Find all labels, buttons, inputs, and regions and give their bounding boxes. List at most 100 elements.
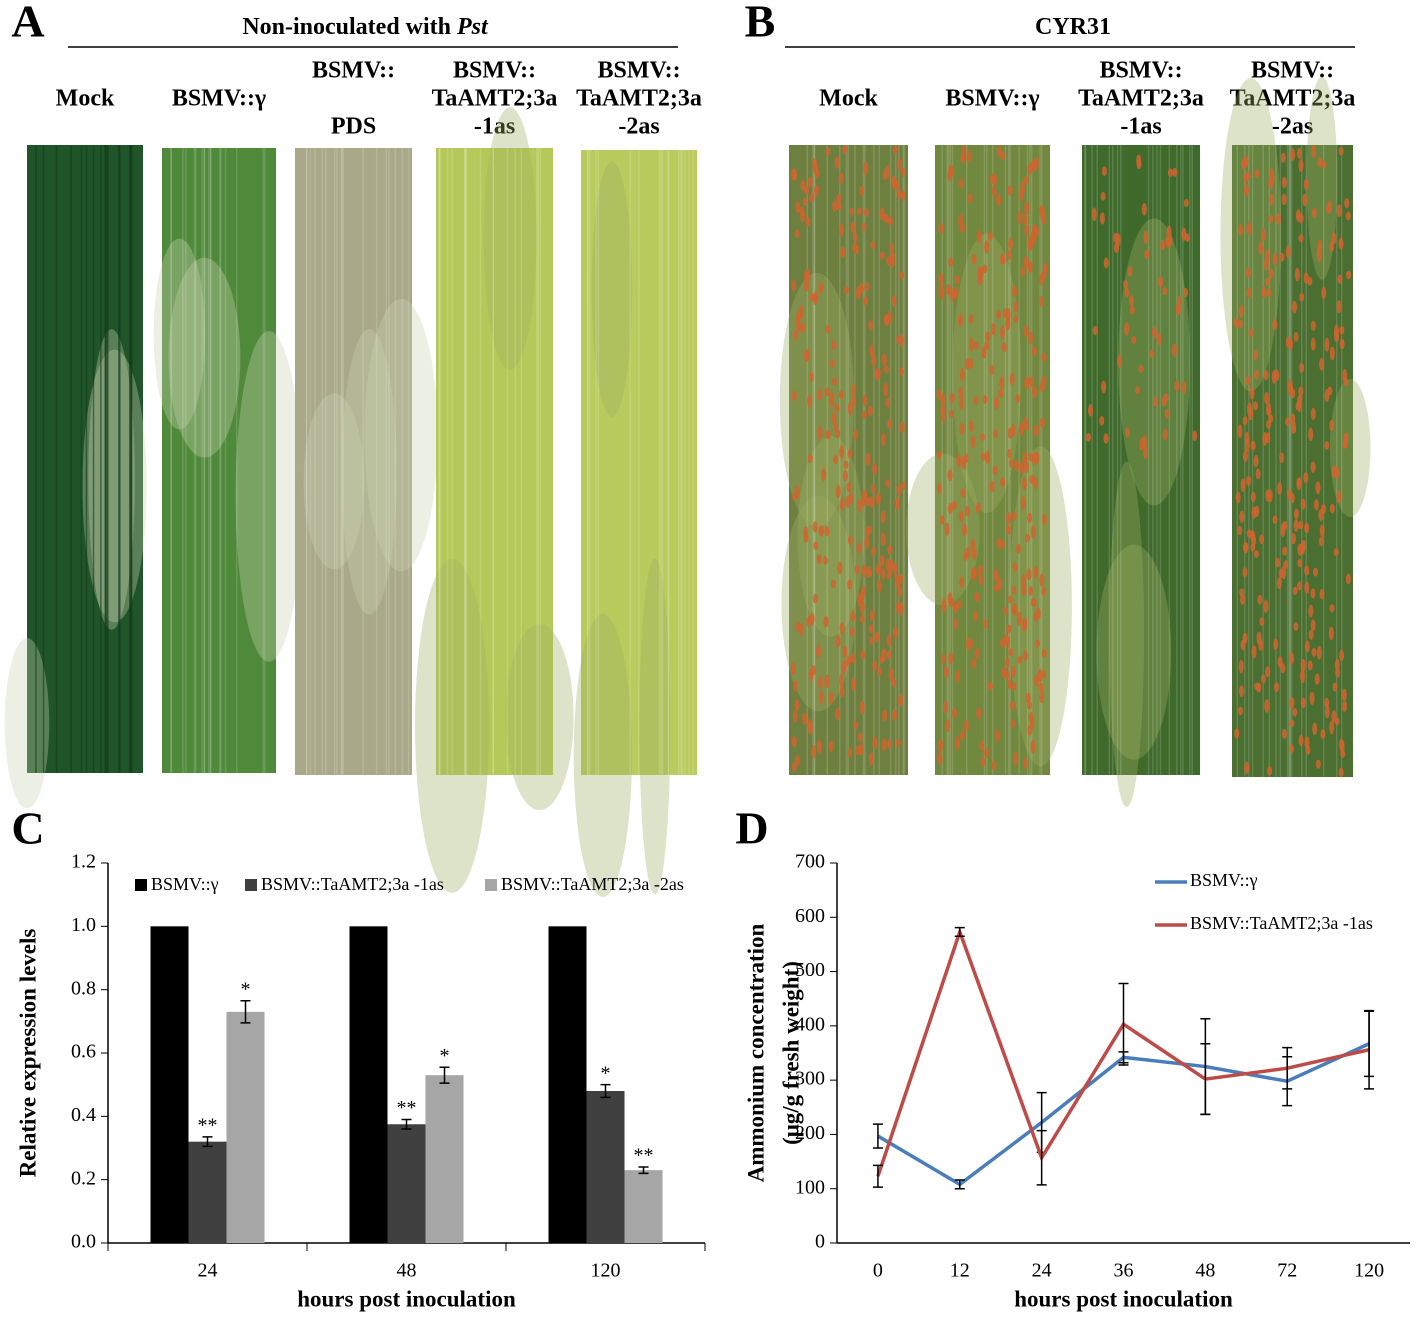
rust-pustule	[1305, 744, 1311, 755]
leaf-patch	[153, 238, 206, 430]
rust-pustule	[805, 216, 811, 228]
bar	[150, 926, 189, 1243]
x-tick-label: 48	[1195, 1260, 1215, 1282]
rust-pustule	[825, 325, 831, 334]
sample-label: BSMV::	[312, 58, 395, 84]
rust-pustule	[976, 707, 982, 720]
rust-pustule	[894, 180, 900, 191]
rust-pustule	[1253, 550, 1259, 559]
rust-pustule	[832, 199, 838, 212]
rust-pustule	[978, 575, 984, 586]
rust-pustule	[1171, 343, 1177, 358]
rust-pustule	[1290, 148, 1296, 161]
rust-pustule	[1091, 207, 1097, 221]
rust-pustule	[1285, 336, 1291, 349]
rust-pustule	[1334, 658, 1340, 671]
x-tick-label: 72	[1277, 1260, 1297, 1282]
rust-pustule	[1316, 645, 1322, 660]
y-tick-label: 0.6	[71, 1041, 96, 1063]
rust-pustule	[1327, 200, 1333, 214]
rust-pustule	[846, 655, 852, 667]
rust-pustule	[1250, 491, 1256, 503]
rust-pustule	[818, 281, 824, 294]
rust-pustule	[1038, 682, 1044, 692]
rust-pustule	[948, 257, 954, 267]
rust-pustule	[1012, 562, 1018, 573]
rust-pustule	[1001, 341, 1007, 353]
rust-pustule	[854, 745, 860, 756]
rust-pustule	[1345, 573, 1351, 585]
rust-pustule	[973, 341, 979, 350]
rust-pustule	[1023, 175, 1029, 185]
rust-pustule	[979, 740, 985, 751]
rust-pustule	[1310, 461, 1316, 474]
rust-pustule	[972, 610, 978, 622]
rust-pustule	[877, 667, 883, 676]
rust-pustule	[1003, 308, 1009, 318]
rust-pustule	[1021, 623, 1027, 632]
rust-pustule	[1162, 286, 1168, 296]
rust-pustule	[1244, 761, 1250, 775]
leaf-photo	[436, 148, 553, 775]
leaf-patch	[573, 613, 632, 897]
rust-pustule	[850, 221, 856, 234]
rust-pustule	[881, 353, 887, 366]
y-tick-label: 600	[795, 905, 825, 927]
rust-pustule	[1328, 626, 1334, 641]
rust-pustule	[1300, 669, 1306, 684]
rust-pustule	[1031, 385, 1037, 399]
rust-pustule	[868, 752, 874, 766]
rust-pustule	[892, 145, 898, 155]
rust-pustule	[817, 388, 823, 401]
rust-pustule	[796, 310, 802, 322]
rust-pustule	[833, 421, 839, 432]
rust-pustule	[1281, 728, 1287, 739]
rust-pustule	[879, 655, 885, 664]
rust-pustule	[996, 309, 1002, 320]
rust-pustule	[1024, 201, 1030, 215]
rust-pustule	[1268, 268, 1274, 280]
rust-pustule	[1344, 197, 1350, 209]
rust-pustule	[833, 455, 839, 465]
rust-pustule	[894, 574, 900, 584]
x-tick-label: 12	[950, 1260, 970, 1282]
rust-pustule	[852, 232, 858, 243]
rust-pustule	[936, 389, 942, 400]
rust-pustule	[1023, 460, 1029, 474]
rust-pustule	[1280, 523, 1286, 537]
rust-pustule	[1031, 232, 1037, 244]
rust-pustule	[824, 526, 830, 537]
rust-pustule	[1027, 260, 1033, 274]
rust-pustule	[1292, 586, 1298, 596]
rust-pustule	[818, 525, 824, 536]
rust-pustule	[982, 264, 988, 274]
rust-pustule	[1011, 511, 1017, 521]
rust-pustule	[1319, 357, 1325, 371]
rust-pustule	[1315, 759, 1321, 769]
rust-pustule	[1333, 548, 1339, 557]
rust-pustule	[831, 339, 837, 351]
rust-pustule	[852, 429, 858, 441]
rust-pustule	[1000, 325, 1006, 340]
rust-pustule	[1291, 425, 1297, 434]
rust-pustule	[885, 558, 891, 572]
bar	[624, 1170, 663, 1243]
rust-pustule	[1346, 270, 1352, 280]
rust-pustule	[1300, 658, 1306, 673]
sample-label: BSMV::	[1099, 58, 1182, 84]
rust-pustule	[1041, 587, 1047, 597]
rust-pustule	[831, 411, 837, 424]
panel-title-text: Non-inoculated with	[242, 14, 451, 40]
rust-pustule	[962, 523, 968, 537]
rust-pustule	[1023, 255, 1029, 269]
rust-pustule	[828, 691, 834, 705]
significance-mark: *	[241, 978, 251, 1000]
rust-pustule	[1149, 349, 1155, 358]
rust-pustule	[1297, 558, 1303, 568]
rust-pustule	[951, 500, 957, 510]
rust-pustule	[954, 736, 960, 750]
rust-pustule	[875, 367, 881, 380]
rust-pustule	[1027, 163, 1033, 175]
rust-pustule	[948, 409, 954, 419]
rust-pustule	[940, 411, 946, 423]
